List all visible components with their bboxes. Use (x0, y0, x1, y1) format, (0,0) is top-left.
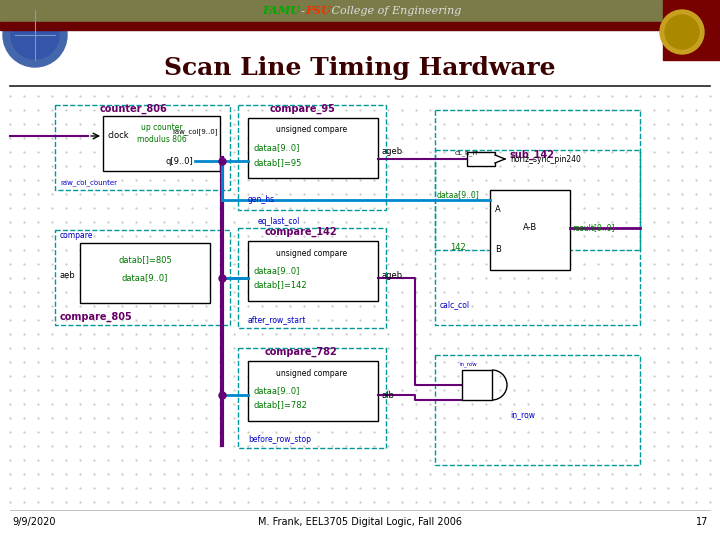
Bar (55, 105, 230, 190)
Text: aeb: aeb (60, 271, 76, 280)
Text: alb: alb (382, 390, 395, 400)
Bar (80, 243, 210, 303)
Text: ageb: ageb (382, 147, 403, 157)
Text: M. Frank, EEL3705 Digital Logic, Fall 2006: M. Frank, EEL3705 Digital Logic, Fall 20… (258, 517, 462, 527)
Text: before_row_stop: before_row_stop (248, 435, 311, 444)
Bar (435, 355, 640, 465)
Text: datab[]=805: datab[]=805 (118, 255, 172, 265)
Text: unsigned compare: unsigned compare (276, 368, 348, 377)
Bar (435, 110, 640, 250)
Text: in_row: in_row (460, 361, 478, 367)
Text: A: A (495, 206, 500, 214)
Text: result[9..0]: result[9..0] (572, 224, 614, 233)
Text: 17: 17 (696, 517, 708, 527)
Text: datab[]=782: datab[]=782 (253, 401, 307, 409)
Circle shape (3, 3, 67, 67)
Text: raw_col_counter: raw_col_counter (60, 180, 117, 186)
Text: compare_782: compare_782 (265, 347, 338, 357)
Text: counter_806: counter_806 (100, 104, 168, 114)
Text: horiz_sync_pin240: horiz_sync_pin240 (510, 154, 581, 164)
Text: compare: compare (60, 231, 94, 240)
Circle shape (11, 11, 59, 59)
Bar (55, 230, 230, 325)
Text: B: B (495, 246, 501, 254)
Text: dataa[9..0]: dataa[9..0] (253, 267, 300, 275)
Text: 142: 142 (450, 244, 466, 253)
Bar (103, 116, 220, 171)
Text: -: - (300, 6, 304, 16)
Bar (435, 150, 640, 325)
Text: raw_col[9..0]: raw_col[9..0] (173, 129, 218, 136)
Text: CL_R_IT: CL_R_IT (455, 150, 479, 156)
Text: datab[]=142: datab[]=142 (253, 280, 307, 289)
Bar (238, 348, 386, 448)
FancyArrow shape (495, 156, 510, 163)
Text: compare_95: compare_95 (270, 104, 336, 114)
Text: in_row: in_row (510, 410, 535, 420)
Bar (248, 361, 378, 421)
Text: dataa[9..0]: dataa[9..0] (253, 144, 300, 152)
Text: 9/9/2020: 9/9/2020 (12, 517, 55, 527)
Bar (238, 105, 386, 210)
Text: FAMU: FAMU (262, 5, 300, 17)
Bar (663, 0, 720, 60)
Text: Scan Line Timing Hardware: Scan Line Timing Hardware (164, 56, 556, 80)
Text: College of Engineering: College of Engineering (328, 6, 462, 16)
Text: unsigned compare: unsigned compare (276, 248, 348, 258)
Circle shape (665, 15, 699, 49)
Text: dataa[9..0]: dataa[9..0] (253, 387, 300, 395)
Text: eq_last_col: eq_last_col (258, 218, 300, 226)
Text: clock: clock (107, 132, 129, 140)
Text: gen_hs: gen_hs (248, 195, 275, 205)
Text: FSU: FSU (305, 5, 330, 17)
Text: compare_805: compare_805 (60, 312, 132, 322)
Bar (462, 370, 492, 400)
Bar (248, 241, 378, 301)
Text: modulus 806: modulus 806 (137, 136, 187, 145)
Text: after_row_start: after_row_start (248, 315, 307, 325)
Text: compare_142: compare_142 (265, 227, 338, 237)
Text: sub_142: sub_142 (510, 150, 555, 160)
Circle shape (660, 10, 704, 54)
Text: A-B: A-B (523, 224, 537, 233)
Text: calc_col: calc_col (440, 300, 470, 309)
Text: ageb: ageb (382, 271, 403, 280)
Text: up counter: up counter (141, 124, 183, 132)
Bar (490, 190, 570, 270)
Bar (248, 118, 378, 178)
Text: datab[]=95: datab[]=95 (253, 159, 302, 167)
Bar (238, 228, 386, 328)
Text: unsigned compare: unsigned compare (276, 125, 348, 134)
Text: dataa[9..0]: dataa[9..0] (122, 273, 168, 282)
Bar (0, 0, 720, 22)
Bar (0, 22, 720, 30)
Text: dataa[9..0]: dataa[9..0] (437, 191, 480, 199)
Text: q[9..0]: q[9..0] (166, 157, 193, 165)
Bar (467, 152, 495, 166)
